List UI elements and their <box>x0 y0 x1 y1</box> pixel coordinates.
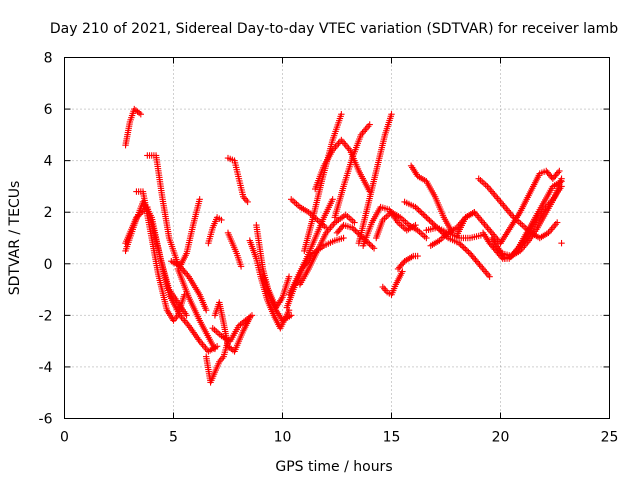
data-point <box>434 224 441 231</box>
data-point <box>414 252 421 260</box>
y-tick-label: -2 <box>39 308 53 324</box>
data-point <box>367 242 375 249</box>
data-point <box>457 241 464 248</box>
data-point <box>136 211 143 218</box>
data-point <box>203 307 210 314</box>
axis-ticks <box>64 57 610 419</box>
data-point <box>412 203 419 211</box>
data-point <box>285 273 293 280</box>
data-point <box>413 205 421 212</box>
data-point <box>463 247 471 254</box>
data-point <box>351 219 358 226</box>
data-point <box>423 214 430 221</box>
data-point <box>366 121 373 128</box>
x-tick-label: 25 <box>601 430 619 446</box>
data-point <box>558 175 565 182</box>
data-point <box>438 228 446 236</box>
data-point <box>349 224 356 231</box>
data-point <box>366 240 373 248</box>
data-point <box>558 239 565 247</box>
chart-title: Day 210 of 2021, Sidereal Day-to-day VTE… <box>50 21 618 37</box>
data-point <box>134 212 142 220</box>
data-point <box>352 227 359 234</box>
data-point <box>369 243 376 251</box>
y-tick-labels: -6 -4 -2 0 2 4 6 8 <box>39 51 53 428</box>
data-point <box>183 312 190 319</box>
data-point <box>554 169 562 176</box>
x-tick-label: 20 <box>492 430 510 446</box>
data-point <box>246 314 253 322</box>
data-point <box>322 224 330 231</box>
data-point <box>462 245 469 253</box>
data-point <box>350 225 358 233</box>
data-point <box>423 234 430 242</box>
data-point <box>338 111 345 118</box>
data-point <box>137 209 145 217</box>
data-point <box>218 216 225 224</box>
data-point <box>388 111 395 118</box>
y-tick-label: 8 <box>44 51 53 67</box>
data-points <box>122 105 565 386</box>
data-point <box>553 219 561 226</box>
data-point <box>437 227 444 234</box>
data-point <box>430 221 438 228</box>
y-tick-label: -4 <box>39 360 53 376</box>
data-point <box>181 291 188 298</box>
y-tick-label: 4 <box>44 154 53 170</box>
data-point <box>340 234 347 242</box>
y-axis-label: SDTVAR / TECUs <box>7 181 23 296</box>
data-point <box>486 273 493 280</box>
data-point <box>399 268 406 275</box>
data-point <box>418 209 425 217</box>
data-point <box>429 220 436 227</box>
x-tick-label: 10 <box>274 430 292 446</box>
y-tick-label: 6 <box>44 102 53 118</box>
x-axis-label: GPS time / hours <box>275 459 392 475</box>
plot-frame <box>64 57 610 419</box>
data-point <box>460 244 467 251</box>
data-point <box>133 214 140 221</box>
y-tick-label: 0 <box>44 257 53 273</box>
data-point <box>465 248 472 256</box>
data-point <box>356 231 364 239</box>
data-point <box>211 345 219 353</box>
data-point <box>237 263 245 270</box>
data-point <box>339 223 346 230</box>
data-point <box>416 208 424 215</box>
data-point <box>196 196 203 203</box>
x-tick-label: 0 <box>60 430 69 446</box>
data-point <box>415 206 422 214</box>
data-point <box>432 223 439 230</box>
data-point <box>370 245 378 252</box>
x-tick-labels: 0 5 10 15 20 25 <box>60 430 618 446</box>
data-point <box>421 212 429 220</box>
data-point <box>458 242 466 250</box>
data-point <box>427 218 435 225</box>
data-point <box>137 111 144 118</box>
data-point <box>353 228 361 236</box>
data-point <box>355 230 362 237</box>
data-point <box>556 167 563 175</box>
y-tick-label: -6 <box>39 412 53 428</box>
x-tick-label: 5 <box>169 430 178 446</box>
data-point <box>420 211 427 218</box>
data-point <box>288 312 295 319</box>
data-point <box>329 196 336 203</box>
data-point <box>455 239 463 247</box>
x-tick-label: 15 <box>383 430 401 446</box>
y-tick-label: 2 <box>44 205 53 221</box>
data-point <box>424 215 432 223</box>
data-point <box>244 198 251 206</box>
data-point <box>358 233 365 240</box>
data-point <box>426 217 433 224</box>
data-point <box>435 225 443 233</box>
